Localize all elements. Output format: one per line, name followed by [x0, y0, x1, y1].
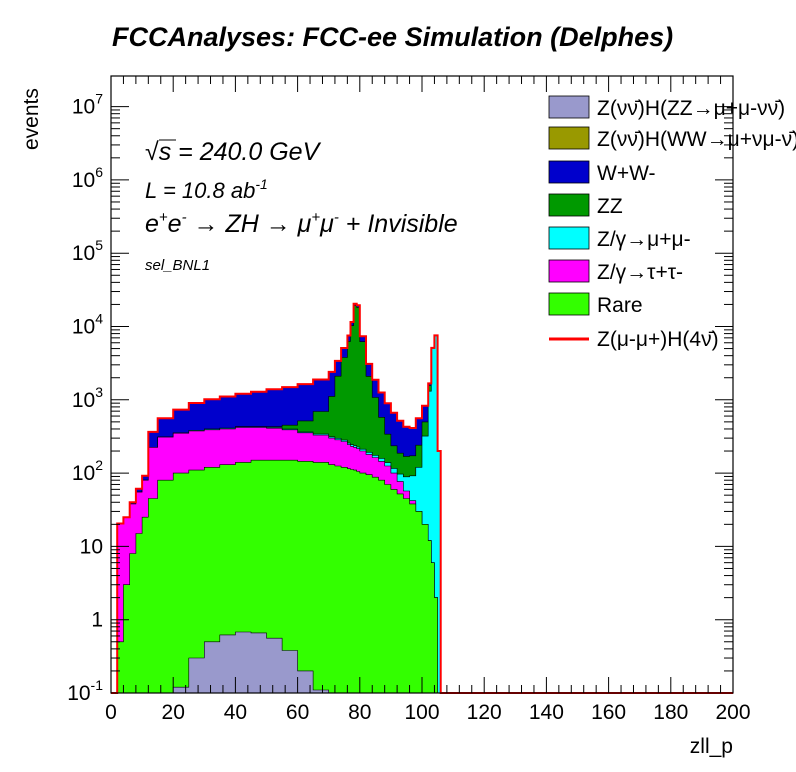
y-tick-label: 102 — [72, 457, 103, 485]
y-tick-label: 10 — [80, 535, 103, 558]
x-tick-label: 20 — [162, 701, 185, 724]
y-axis-label: events — [20, 88, 43, 150]
legend-label-ww: W+W- — [597, 162, 656, 185]
y-tick-label: 107 — [72, 91, 103, 119]
x-tick-label: 160 — [591, 701, 626, 724]
x-axis-label: zll_p — [690, 735, 733, 758]
legend-label-wwmm: Z(νν̄)H(WW→μ+νμ-ν̄) — [597, 128, 796, 151]
x-tick-label: 80 — [348, 701, 371, 724]
legend-swatch-zz — [548, 193, 590, 217]
signal-line-group — [111, 302, 733, 694]
x-tick-label: 180 — [653, 701, 688, 724]
legend-swatch-zzmm — [548, 95, 590, 119]
y-tick-label: 1 — [91, 609, 103, 632]
y-tick-label: 104 — [72, 311, 103, 339]
y-tick-label: 103 — [72, 384, 103, 412]
legend-swatch-rare — [548, 292, 590, 316]
legend-label-zzmm: Z(νν̄)H(ZZ→μ+μ-νν̄) — [597, 97, 785, 120]
energy-annotation: √s = 240.0 GeV — [145, 138, 322, 166]
x-tick-label: 120 — [467, 701, 502, 724]
area-rare — [111, 459, 441, 694]
legend-label-zgtt: Z/γ→τ+τ- — [597, 261, 683, 284]
process-annotation: e+e- → ZH → μ+μ- + Invisible — [145, 209, 458, 238]
x-tick-label: 100 — [404, 701, 439, 724]
legend-label-zz: ZZ — [597, 195, 623, 218]
x-tick-label: 60 — [286, 701, 309, 724]
x-tick-label: 40 — [224, 701, 247, 724]
y-tick-label: 105 — [72, 237, 103, 265]
x-tick-label: 0 — [105, 701, 117, 724]
y-tick-label: 106 — [72, 164, 103, 192]
signal-line — [111, 302, 733, 694]
y-axis-ticks: 10-1 1 10 102 103 104 105 106 107 — [67, 91, 733, 705]
legend-label-zgmm: Z/γ→μ+μ- — [597, 228, 691, 251]
selection-annotation: sel_BNL1 — [145, 257, 210, 274]
lumi-annotation: L = 10.8 ab-1 — [145, 176, 268, 203]
legend-swatch-ww — [548, 160, 590, 184]
x-tick-label: 200 — [715, 701, 750, 724]
legend-swatch-wwmm — [548, 126, 590, 150]
x-tick-label: 140 — [529, 701, 564, 724]
chart-title: FCCAnalyses: FCC-ee Simulation (Delphes) — [112, 22, 673, 52]
legend-label-rare: Rare — [597, 294, 643, 317]
legend-label-signal: Z(μ-μ+)H(4ν̄) — [597, 328, 719, 351]
y-tick-label: 10-1 — [67, 677, 103, 705]
legend-swatch-zgtt — [548, 259, 590, 283]
legend: Z(νν̄)H(ZZ→μ+μ-νν̄) Z(νν̄)H(WW→μ+νμ-ν̄) … — [548, 95, 796, 351]
legend-swatch-zgmm — [548, 226, 590, 250]
x-axis-ticks: 0 20 40 60 80 100 120 140 160 180 200 — [105, 76, 751, 724]
annotations: √s = 240.0 GeV L = 10.8 ab-1 e+e- → ZH →… — [145, 138, 458, 274]
histogram-stack — [111, 303, 441, 694]
